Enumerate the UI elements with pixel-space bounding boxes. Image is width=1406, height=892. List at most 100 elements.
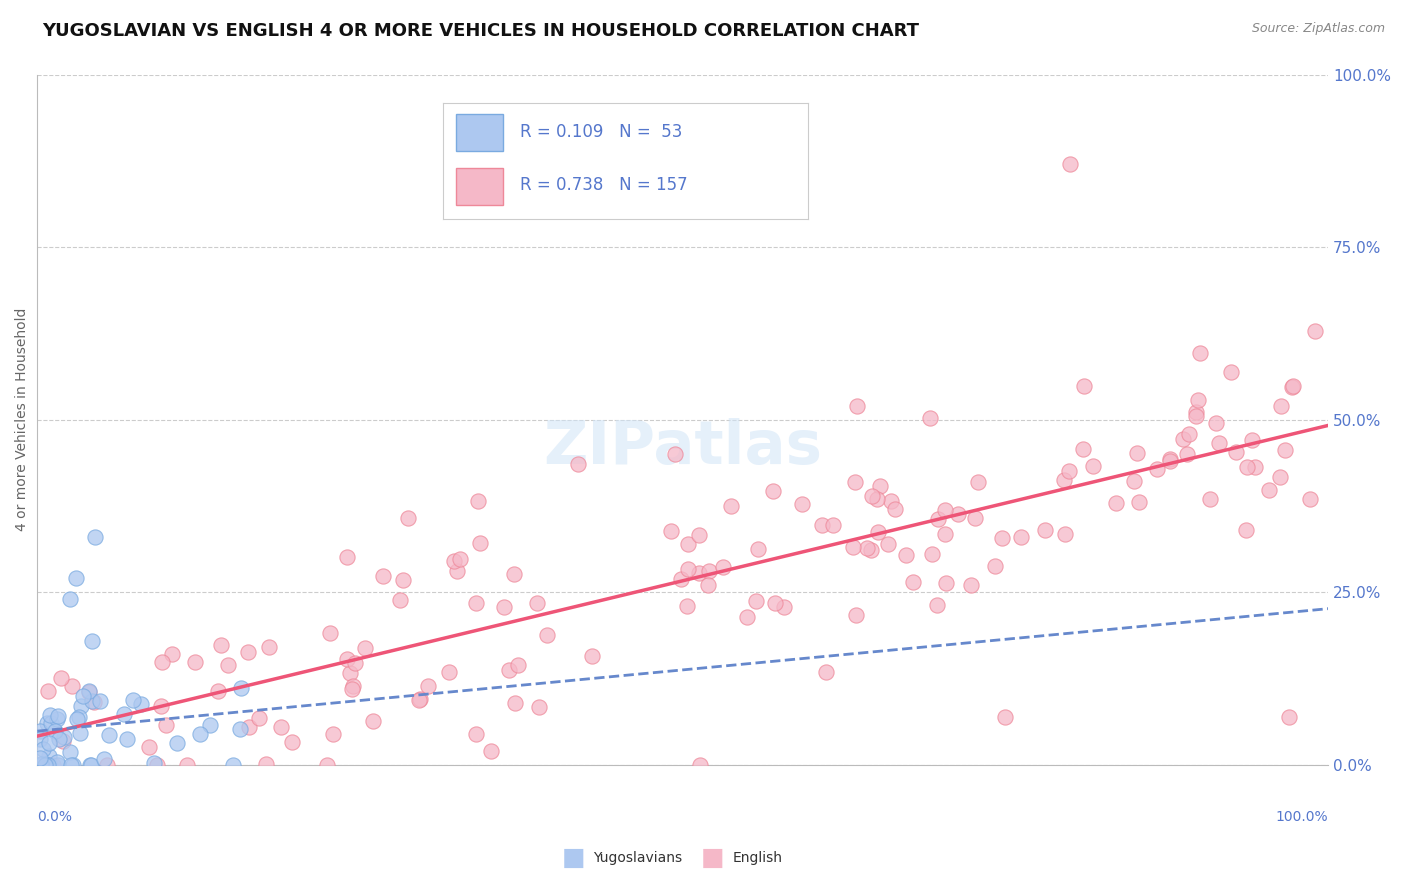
Point [38,736,60,750]
Point [188,727,211,741]
Point [69,699,91,714]
Point [37,684,59,698]
Point [468,536,491,550]
Point [354,641,377,656]
Text: ■: ■ [702,847,724,870]
Point [1236,460,1258,475]
Point [39,708,62,723]
Point [810,517,832,532]
Point [59,592,82,607]
Point [991,532,1014,546]
Point [498,663,520,677]
Point [37,757,59,772]
Point [155,718,177,732]
Point [1175,447,1198,461]
Point [1185,405,1208,419]
Point [935,575,957,590]
Point [80,633,103,648]
Point [790,497,813,511]
Point [1033,523,1056,537]
Point [49,671,72,685]
Point [763,596,786,610]
Point [150,698,173,713]
Point [860,489,883,503]
Point [446,564,468,578]
Point [79,684,101,698]
Point [896,548,918,562]
Point [336,549,359,564]
Point [89,694,111,708]
Y-axis label: 4 or more Vehicles in Household: 4 or more Vehicles in Household [15,308,30,532]
Text: R = 0.109   N =  53: R = 0.109 N = 53 [520,123,682,141]
Point [449,551,471,566]
Point [567,458,589,472]
Point [965,510,987,524]
Point [772,600,794,615]
Point [238,721,260,735]
Point [198,718,221,732]
Point [1243,460,1265,475]
Point [688,528,710,542]
Point [281,735,304,749]
Point [37,715,59,730]
Point [536,628,558,642]
Point [527,699,550,714]
FancyBboxPatch shape [456,168,503,204]
Point [1268,470,1291,484]
Point [1159,453,1181,467]
Point [1305,324,1327,338]
Point [211,638,233,652]
Point [344,656,367,670]
Point [60,757,83,772]
Text: YUGOSLAVIAN VS ENGLISH 4 OR MORE VEHICLES IN HOUSEHOLD CORRELATION CHART: YUGOSLAVIAN VS ENGLISH 4 OR MORE VEHICLE… [42,22,920,40]
Point [761,484,783,499]
Point [1010,530,1032,544]
Point [115,732,138,747]
Point [30,731,52,746]
Point [59,745,82,759]
Point [342,679,364,693]
Point [48,731,70,746]
Point [361,714,384,728]
Point [65,571,87,585]
Point [35,757,58,772]
Point [866,525,889,540]
Point [1188,346,1211,360]
Point [150,655,173,669]
Text: English: English [733,851,783,865]
Point [1105,496,1128,510]
Point [80,757,103,772]
Point [960,578,983,592]
Point [34,757,56,772]
Point [506,658,529,673]
Point [122,692,145,706]
Point [720,499,742,513]
Point [32,742,55,756]
Point [983,558,1005,573]
Point [1282,379,1305,393]
Point [697,578,720,592]
Point [67,710,90,724]
Point [467,494,489,508]
Point [479,744,502,758]
Point [66,712,89,726]
Point [84,530,107,544]
Point [921,547,943,561]
Point [664,447,686,461]
Text: 0.0%: 0.0% [38,810,72,823]
Point [396,511,419,525]
Point [697,565,720,579]
Point [229,722,252,736]
Point [845,608,868,623]
Point [1159,451,1181,466]
Point [860,543,883,558]
Point [207,683,229,698]
Point [1146,462,1168,476]
Point [48,709,70,723]
Point [391,574,413,588]
Point [492,599,515,614]
Point [28,723,51,738]
Point [270,720,292,734]
Point [160,648,183,662]
Point [1208,435,1230,450]
